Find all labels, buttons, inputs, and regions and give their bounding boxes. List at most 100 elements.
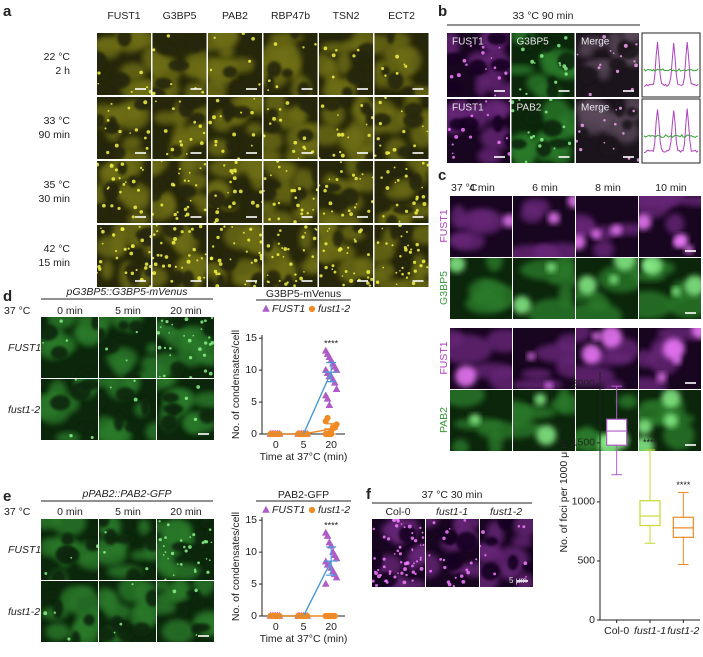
cell-signal [411, 225, 429, 245]
micrograph [374, 225, 429, 287]
granule [152, 48, 156, 52]
granule [396, 179, 400, 182]
granule [405, 167, 408, 171]
granule [399, 254, 402, 258]
granule [215, 284, 220, 287]
cell-signal [592, 240, 615, 257]
granule [168, 332, 171, 334]
granule [145, 567, 149, 571]
granule [610, 224, 623, 236]
vacuole [125, 567, 142, 580]
granule [144, 262, 149, 266]
granule [416, 248, 420, 252]
vacuole [385, 214, 399, 223]
cell-signal [412, 545, 425, 565]
cell-signal [452, 439, 470, 451]
granule [392, 147, 397, 152]
row-label: G3BP5 [438, 271, 450, 305]
granule [370, 200, 373, 204]
granule [449, 74, 454, 79]
vacuole [41, 581, 50, 594]
granule [117, 206, 121, 211]
cell-signal [623, 33, 639, 42]
granule [663, 413, 679, 428]
time-label: 20 min [170, 506, 202, 518]
vacuole [490, 58, 510, 72]
granule [344, 270, 348, 273]
granule [404, 174, 408, 178]
data-point [325, 401, 334, 408]
granule [447, 582, 452, 587]
cell-signal [374, 262, 396, 280]
cell-signal [142, 45, 151, 72]
vacuole [468, 59, 487, 75]
granule [494, 94, 497, 97]
granule [304, 231, 306, 234]
granule [200, 328, 203, 330]
granule [148, 250, 151, 254]
granule [504, 71, 508, 75]
granule [337, 114, 339, 116]
granule [183, 545, 186, 549]
granule [253, 97, 256, 100]
profile-magenta [643, 108, 699, 154]
granule [104, 127, 107, 130]
granule [178, 100, 181, 103]
cell-signal [462, 561, 479, 578]
granule [469, 413, 481, 426]
granule [359, 178, 362, 180]
granule [634, 63, 638, 68]
granule [426, 163, 429, 167]
granule [148, 265, 151, 269]
granule [242, 231, 245, 234]
granule [442, 536, 446, 541]
cell-signal [576, 328, 592, 343]
granule [557, 43, 561, 48]
granule [530, 59, 535, 64]
granule [97, 272, 98, 274]
row-label: FUST1 [438, 341, 450, 374]
cell-signal [450, 390, 485, 408]
granule [533, 62, 536, 64]
granule [481, 45, 485, 49]
y-axis-title: No. of condensates/cell [230, 330, 242, 439]
granule [154, 100, 157, 103]
granule [396, 519, 400, 522]
granule [302, 136, 307, 141]
vacuole [222, 198, 238, 209]
granule [174, 265, 177, 268]
legend-marker [262, 304, 270, 312]
granule [259, 240, 262, 244]
granule [272, 202, 276, 206]
vacuole [99, 328, 106, 342]
granule [268, 79, 271, 83]
granule [157, 345, 162, 350]
row-label: fust1-2 [8, 404, 40, 416]
vacuole [99, 392, 106, 409]
y-tick-label: 0 [251, 428, 257, 440]
granule [173, 212, 177, 217]
granule [385, 580, 389, 584]
row-label: FUST1 [438, 209, 450, 242]
granule [460, 574, 464, 578]
granule [166, 34, 171, 38]
vacuole [393, 205, 414, 215]
granule [249, 227, 253, 231]
cell-signal [639, 271, 667, 282]
granule [421, 531, 424, 534]
vacuole [266, 73, 275, 92]
time-label: 4 min [469, 182, 495, 194]
granule [461, 579, 466, 584]
cell-signal [355, 256, 373, 279]
granule [432, 521, 436, 525]
granule [525, 575, 527, 578]
granule [513, 295, 532, 315]
granule [324, 265, 328, 270]
micrograph [511, 99, 575, 163]
cell-signal [208, 78, 227, 95]
granule [232, 132, 237, 137]
granule [356, 48, 360, 52]
granule [454, 134, 459, 139]
granule [326, 230, 329, 232]
vacuole [200, 519, 211, 529]
